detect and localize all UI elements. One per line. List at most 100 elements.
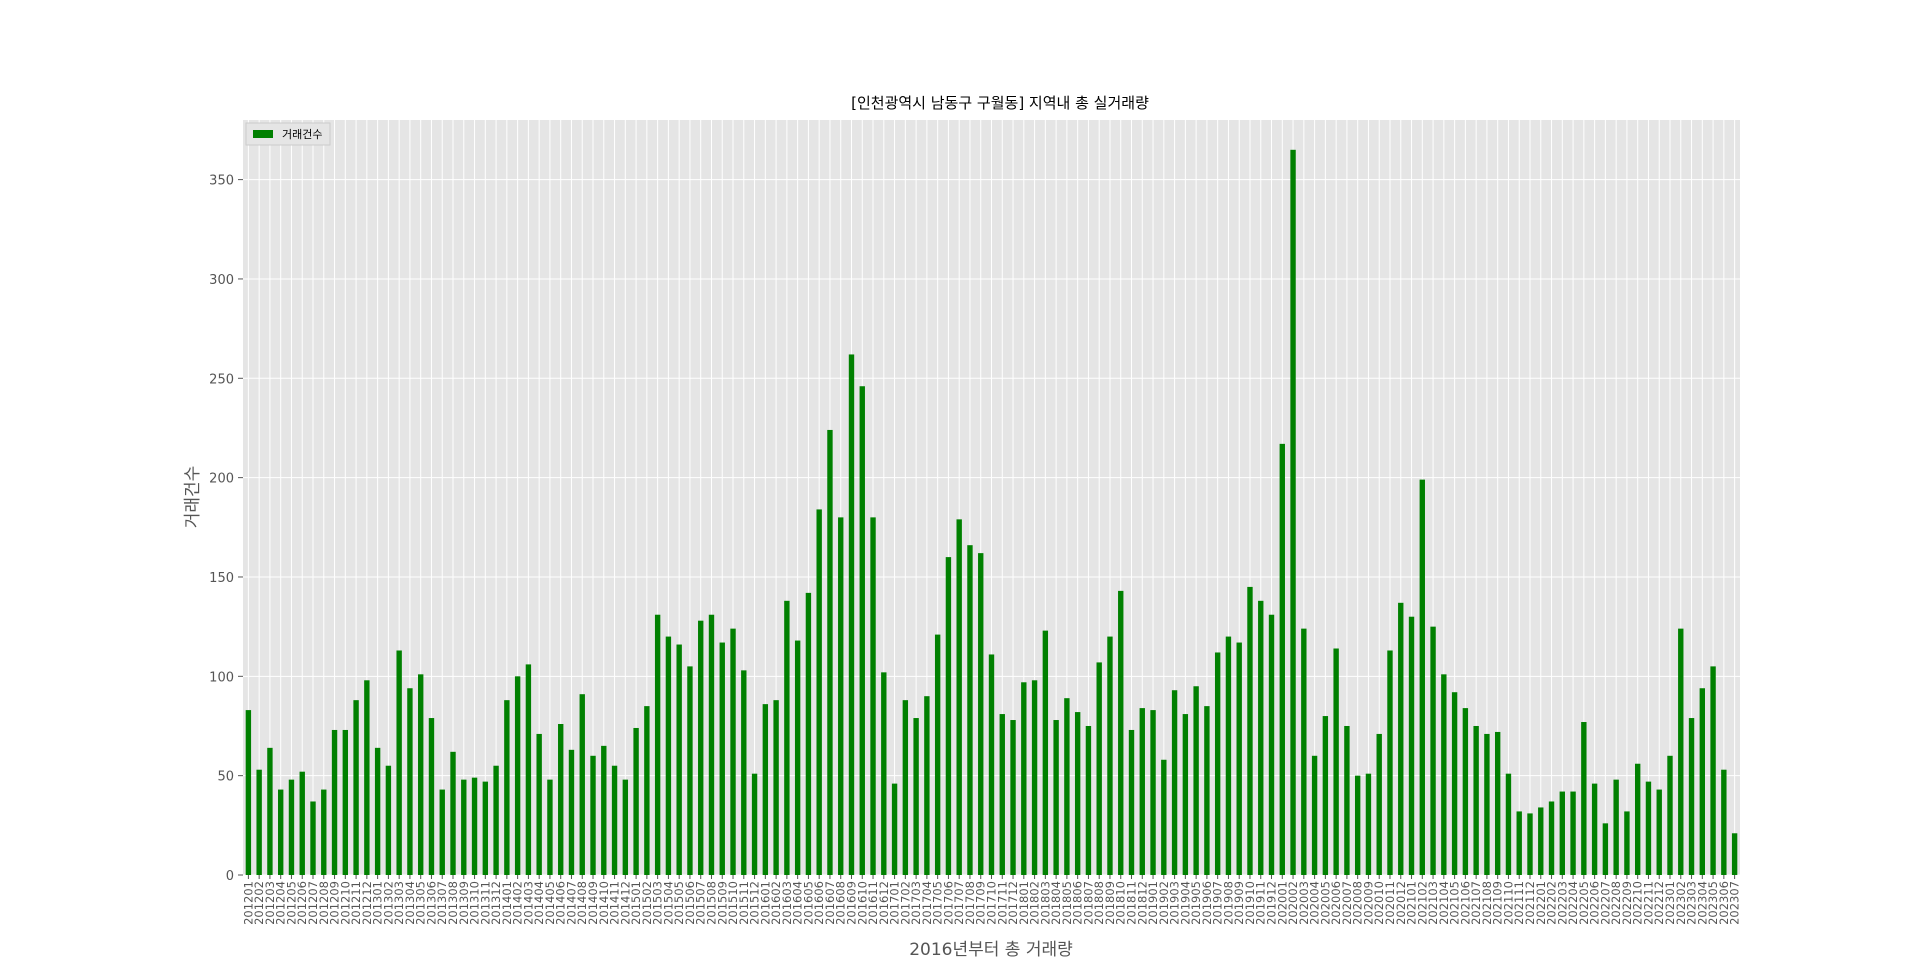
- bar-201905: [1193, 686, 1199, 875]
- x-tick-label: 201306: [424, 881, 438, 925]
- x-tick-label: 201409: [586, 881, 600, 925]
- bar-201203: [267, 747, 273, 875]
- x-tick-label: 202207: [1598, 881, 1612, 925]
- x-tick-label: 201806: [1071, 881, 1085, 925]
- x-tick-label: 201507: [694, 881, 708, 925]
- x-tick-label: 201305: [414, 881, 428, 925]
- x-tick-label: 202304: [1695, 881, 1709, 925]
- bar-201302: [385, 765, 392, 875]
- x-tick-label: 201203: [263, 881, 277, 925]
- x-tick-label: 201505: [672, 881, 686, 925]
- x-tick-label: 201608: [834, 881, 848, 925]
- bar-201711: [999, 714, 1005, 875]
- x-tick-label: 201805: [1060, 881, 1074, 925]
- bar-201304: [407, 688, 413, 875]
- bar-201206: [299, 771, 305, 875]
- bar-201204: [278, 789, 284, 875]
- legend-box: [245, 122, 331, 146]
- bar-202107: [1473, 725, 1479, 875]
- bar-201709: [978, 553, 984, 875]
- x-tick-label: 201412: [618, 881, 632, 925]
- bar-202007: [1344, 725, 1350, 875]
- x-tick-label: 202012: [1394, 881, 1408, 925]
- bar-201512: [751, 773, 758, 875]
- bar-201209: [331, 729, 338, 875]
- bar-201202: [256, 769, 262, 875]
- bar-202303: [1688, 718, 1695, 875]
- bar-202304: [1699, 688, 1705, 875]
- x-tick-label: 201503: [651, 881, 665, 925]
- x-tick-label: 201905: [1189, 881, 1203, 925]
- x-tick-label: 202303: [1685, 881, 1699, 925]
- x-tick-label: 201707: [952, 881, 966, 925]
- bar-201211: [353, 700, 359, 875]
- bar-201208: [321, 789, 327, 875]
- x-tick-label: 201906: [1200, 881, 1214, 925]
- bar-201509: [719, 642, 725, 875]
- y-tick-label: 50: [217, 770, 234, 785]
- bar-202006: [1333, 648, 1339, 875]
- bar-201410: [601, 745, 607, 875]
- x-tick-label: 201908: [1221, 881, 1235, 925]
- bar-201911: [1258, 600, 1264, 875]
- bar-201503: [654, 614, 661, 875]
- x-tick-label: 202206: [1588, 881, 1602, 925]
- bar-202002: [1290, 149, 1296, 876]
- x-tick-label: 202302: [1674, 881, 1688, 925]
- x-tick-label: 201406: [554, 881, 568, 925]
- bar-201912: [1268, 614, 1275, 875]
- x-tick-label: 201711: [995, 881, 1009, 925]
- bar-201904: [1182, 714, 1189, 875]
- bar-202110: [1505, 773, 1512, 875]
- bar-201311: [482, 781, 489, 875]
- x-tick-label: 201801: [1017, 881, 1031, 925]
- bar-202206: [1591, 783, 1598, 875]
- bar-201903: [1171, 690, 1178, 875]
- x-tick-label: 201611: [866, 881, 880, 925]
- bar-201508: [708, 614, 715, 875]
- bar-202009: [1365, 773, 1372, 875]
- x-tick-label: 201911: [1254, 881, 1268, 925]
- bar-201610: [859, 386, 865, 875]
- bar-201405: [547, 779, 553, 875]
- x-tick-label: 201202: [252, 881, 266, 925]
- x-tick-label: 202001: [1275, 881, 1289, 925]
- x-tick-label: 201502: [640, 881, 654, 925]
- bar-201810: [1118, 590, 1124, 875]
- bar-201504: [665, 636, 672, 875]
- x-tick-label: 202008: [1351, 881, 1365, 925]
- bar-201902: [1161, 759, 1167, 875]
- x-tick-label: 202107: [1469, 881, 1483, 925]
- x-tick-label: 201607: [823, 881, 837, 925]
- x-tick-label: 201310: [468, 881, 482, 925]
- x-tick-label: 201704: [920, 881, 934, 925]
- x-tick-label: 202111: [1512, 881, 1526, 925]
- x-tick-label: 201403: [521, 881, 535, 925]
- bar-202302: [1678, 628, 1684, 875]
- bar-201303: [396, 650, 402, 875]
- y-axis-ticks: 0 50 100 150 200 250 300 350: [209, 174, 243, 884]
- x-tick-label: 202108: [1480, 881, 1494, 925]
- x-tick-label: 201904: [1178, 881, 1192, 925]
- x-tick-label: 202011: [1383, 881, 1397, 925]
- x-tick-label: 201807: [1081, 881, 1095, 925]
- bar-201310: [471, 777, 478, 875]
- bar-202108: [1484, 733, 1490, 875]
- bar-202307: [1731, 833, 1738, 875]
- y-tick-label: 150: [209, 571, 234, 586]
- bar-201207: [310, 801, 316, 875]
- bar-202105: [1451, 692, 1458, 875]
- x-tick-label: 201508: [704, 881, 718, 925]
- bar-201212: [364, 680, 370, 875]
- bar-201608: [838, 517, 844, 875]
- x-tick-label: 201901: [1146, 881, 1160, 925]
- x-tick-label: 202306: [1717, 881, 1731, 925]
- x-tick-label: 202110: [1501, 881, 1515, 925]
- bar-202103: [1430, 626, 1436, 875]
- y-axis-label: 거래건수: [183, 466, 203, 529]
- x-tick-label: 201405: [543, 881, 557, 925]
- bar-201201: [245, 710, 252, 875]
- x-tick-label: 201211: [349, 881, 363, 925]
